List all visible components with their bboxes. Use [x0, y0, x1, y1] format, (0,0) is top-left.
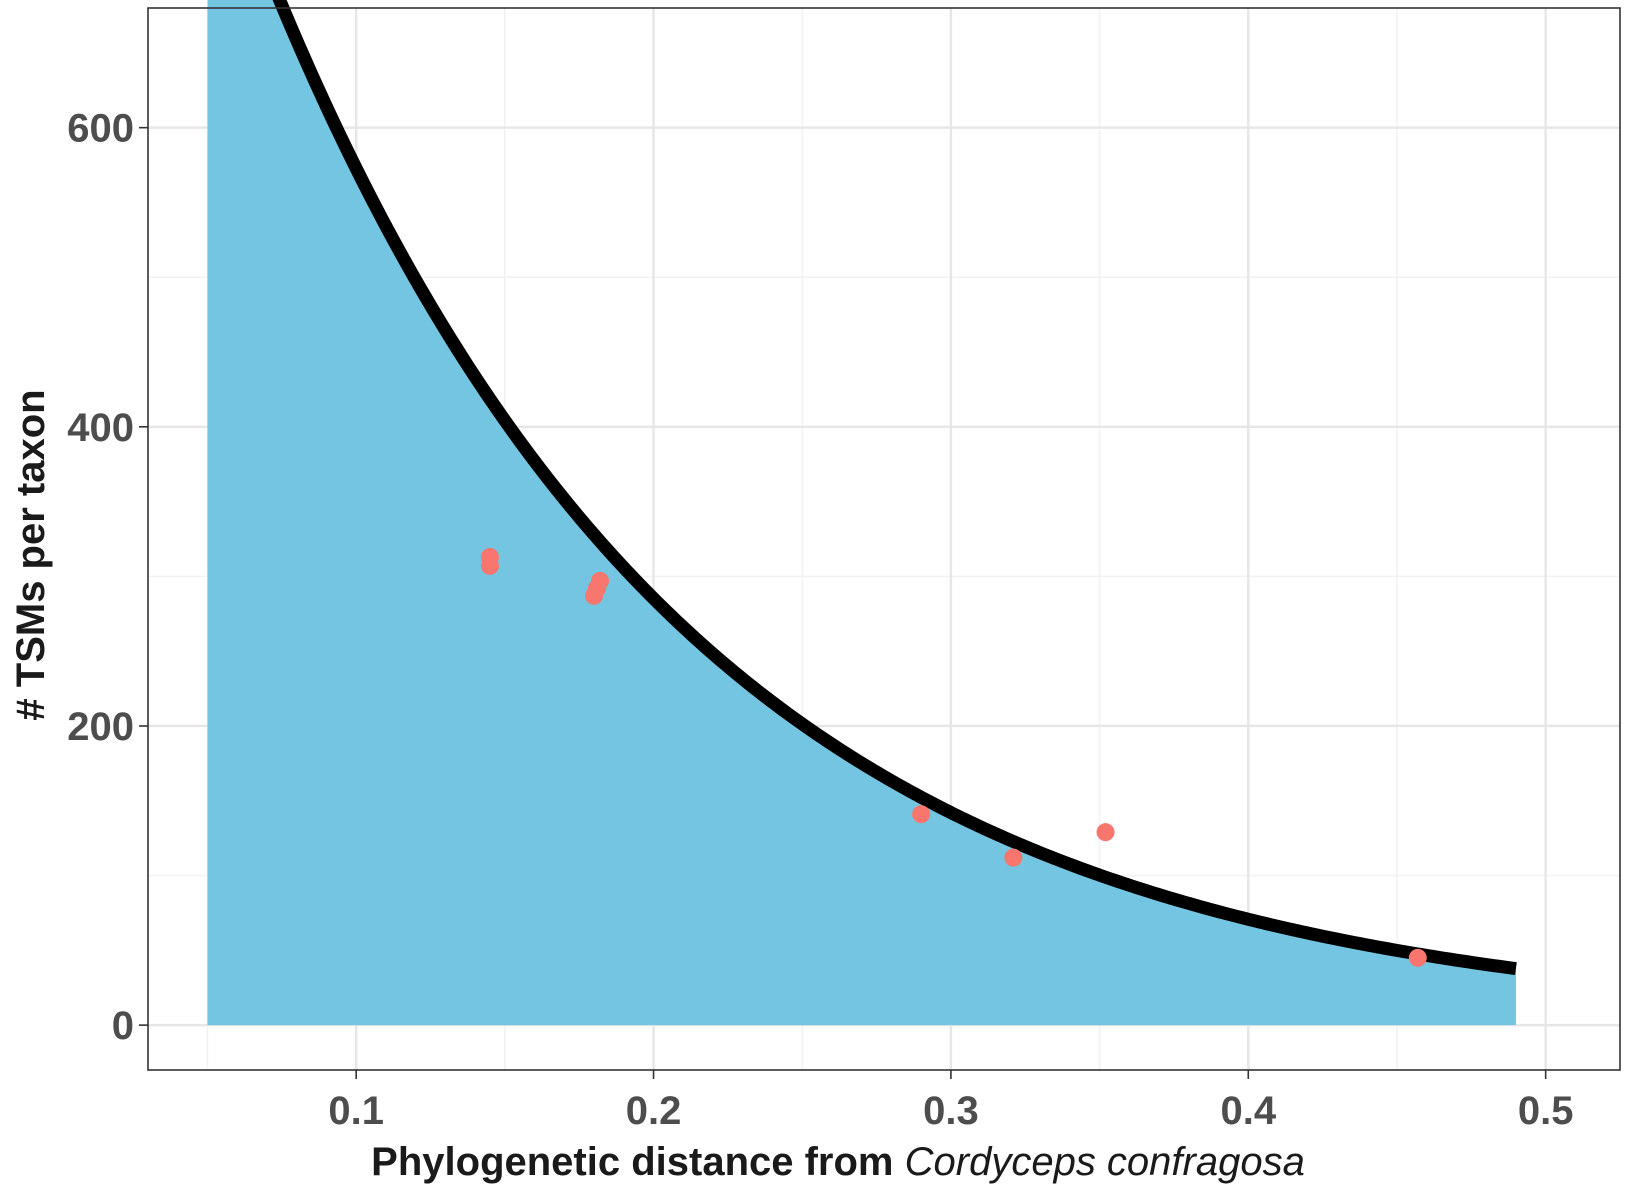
y-axis-tick-labels: 0 200 400 600: [67, 107, 134, 1048]
y-axis-ticks: [139, 126, 148, 1026]
x-tick-label: 0.1: [328, 1089, 384, 1133]
y-tick-label: 200: [67, 705, 134, 749]
x-tick-label: 0.5: [1518, 1089, 1574, 1133]
data-points: [480, 547, 1427, 967]
data-point: [1004, 848, 1023, 867]
fit-curve: [272, 0, 1519, 976]
x-tick-label: 0.3: [923, 1089, 979, 1133]
x-axis-title-species: Cordyceps confragosa: [905, 1140, 1305, 1184]
x-axis-tick-labels: 0.1 0.2 0.3 0.4 0.5: [328, 1089, 1573, 1133]
data-point: [480, 556, 499, 575]
x-axis-title: Phylogenetic distance from Cordyceps con…: [371, 1140, 1305, 1184]
x-axis-ticks: [355, 1070, 1547, 1079]
y-axis-title: # TSMs per taxon: [9, 389, 53, 720]
x-tick-label: 0.2: [626, 1089, 682, 1133]
panel-border: [147, 7, 1621, 1071]
data-point: [591, 571, 610, 590]
y-tick-label: 600: [67, 107, 134, 151]
data-point: [1408, 948, 1427, 967]
y-tick-label: 400: [67, 406, 134, 450]
data-point: [912, 805, 931, 824]
x-axis-title-prefix: Phylogenetic distance from: [371, 1140, 904, 1184]
area-under-curve: [207, 0, 1516, 1026]
data-point: [1096, 823, 1115, 842]
x-tick-label: 0.4: [1220, 1089, 1276, 1133]
y-tick-label: 0: [112, 1004, 134, 1048]
